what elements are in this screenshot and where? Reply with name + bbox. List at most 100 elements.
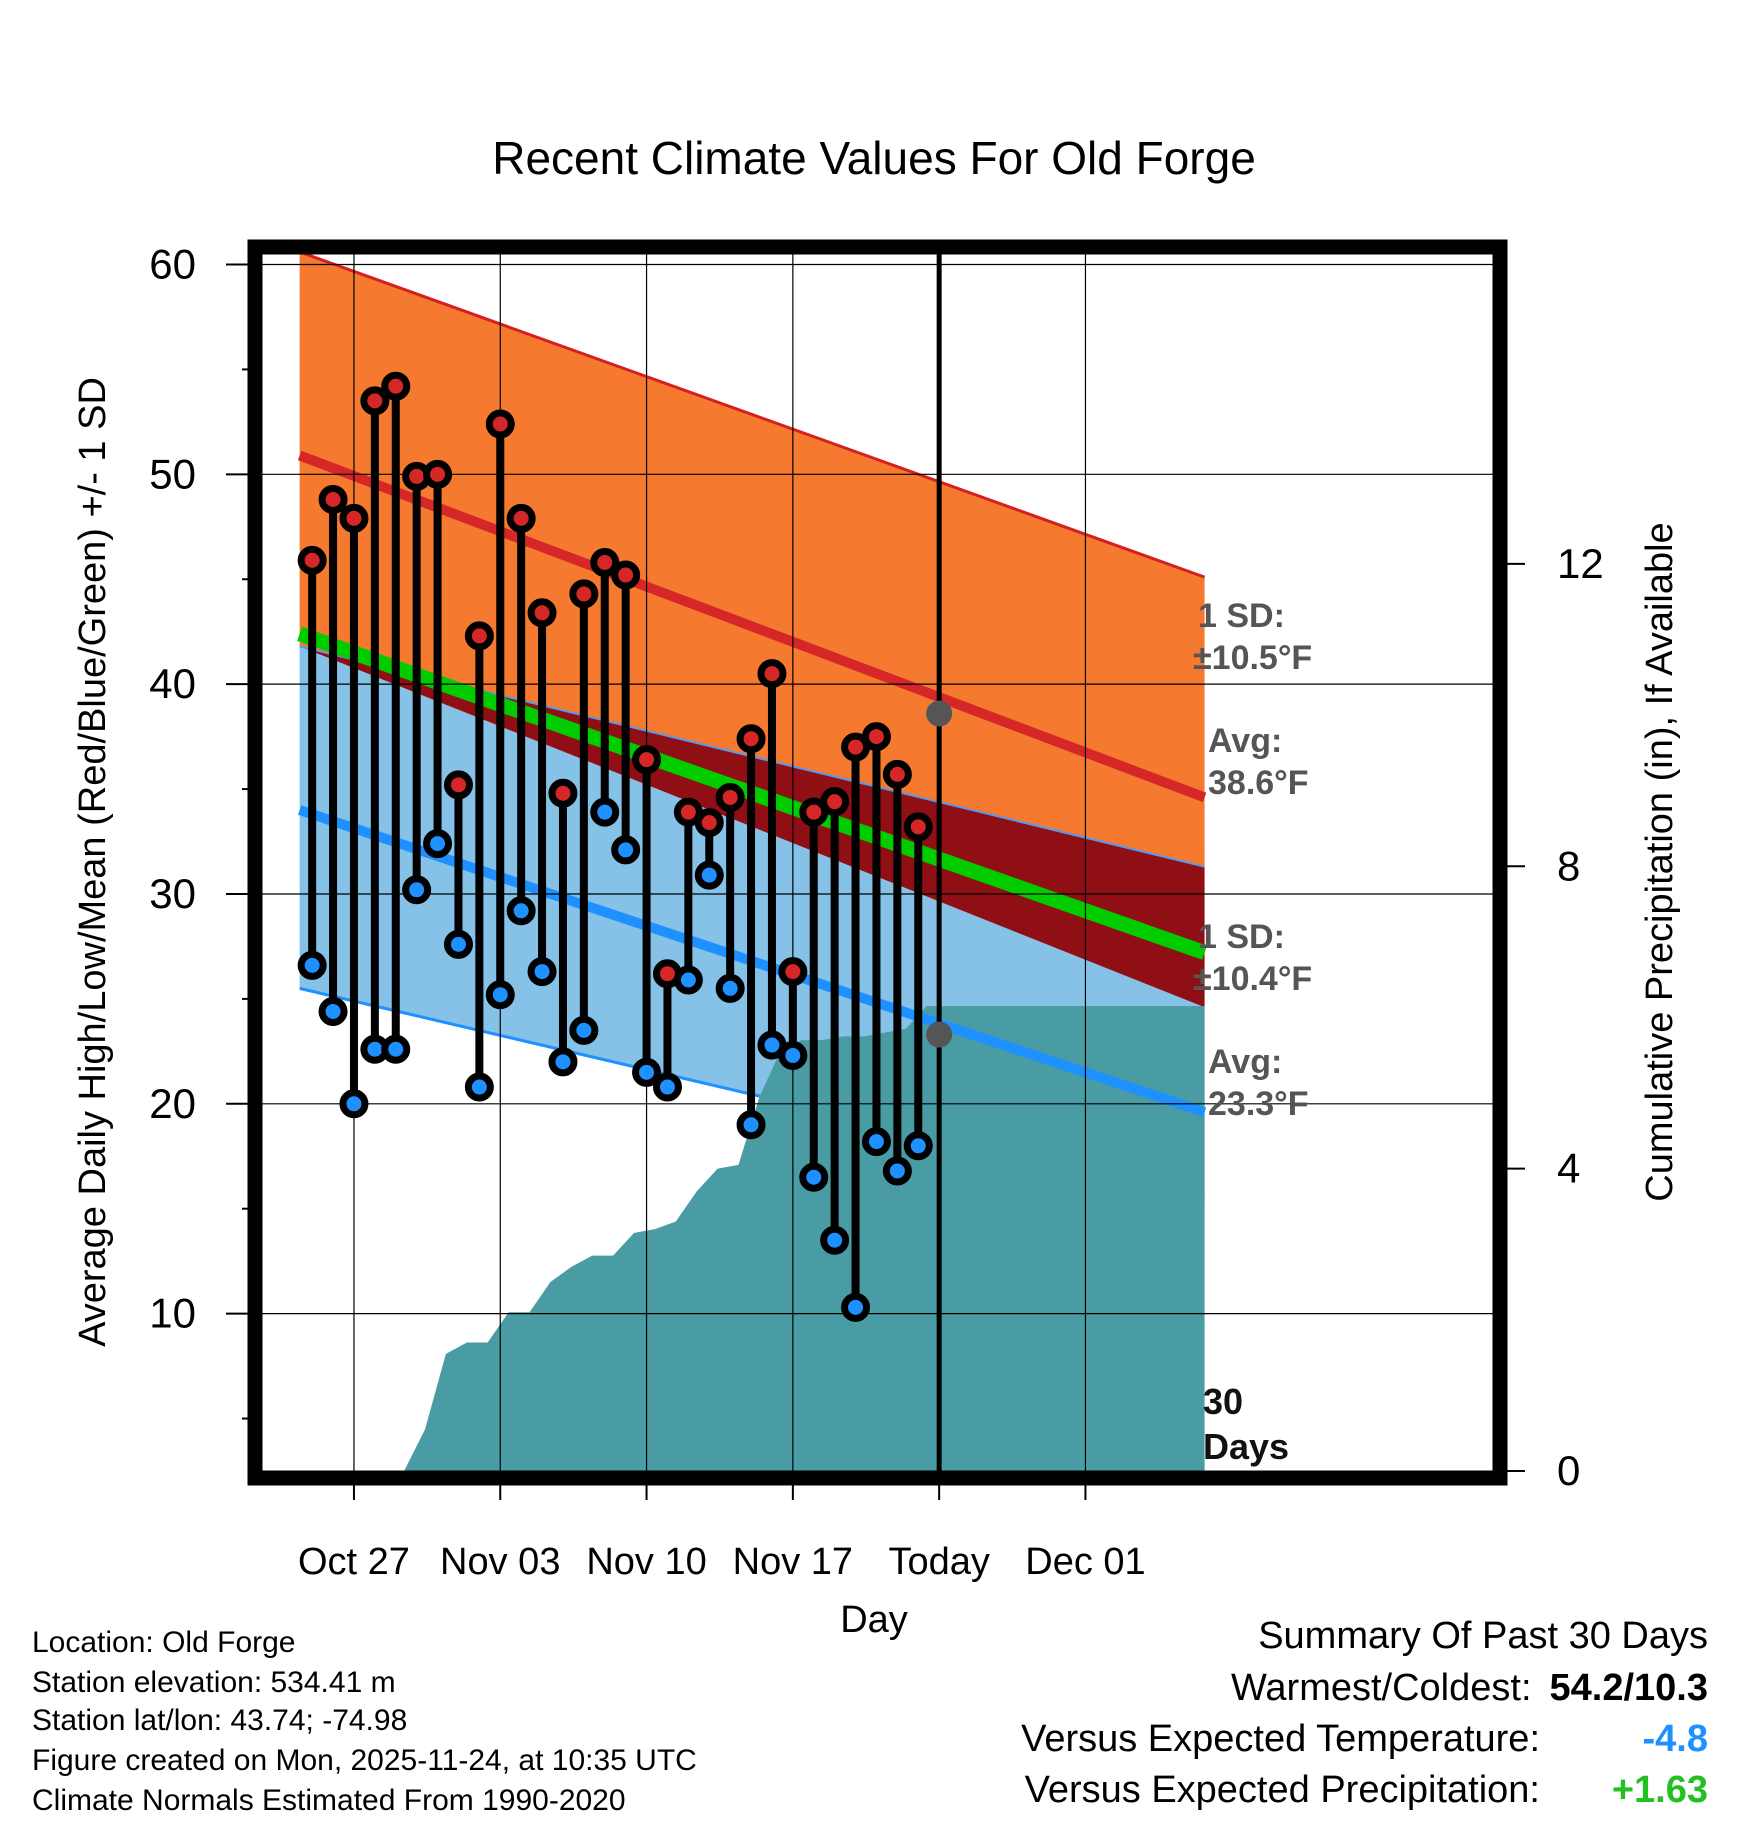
- daily-low-point: [381, 1034, 411, 1064]
- station-elevation: Station elevation: 534.41 m: [32, 1666, 396, 1699]
- daily-low-point: [464, 1072, 494, 1102]
- daily-high-point: [736, 724, 766, 754]
- daily-high-point: [297, 545, 327, 575]
- station-latlon: Station lat/lon: 43.74; -74.98: [32, 1704, 408, 1737]
- daily-low-point: [339, 1089, 369, 1119]
- y2-axis-label: Cumulative Precipitation (in), If Availa…: [1639, 522, 1681, 1201]
- x-tick-label: Today: [888, 1541, 989, 1583]
- daily-high-point: [778, 957, 808, 987]
- daily-low-point: [882, 1156, 912, 1186]
- y2-tick-label: 4: [1557, 1145, 1580, 1192]
- daily-high-point: [632, 745, 662, 775]
- daily-low-point: [297, 950, 327, 980]
- high-avg-value: 38.6°F: [1208, 764, 1309, 802]
- x-tick-label: Oct 27: [298, 1541, 410, 1583]
- daily-low-point: [423, 829, 453, 859]
- y-tick-label: 60: [149, 240, 196, 287]
- y-tick-label: 10: [149, 1290, 196, 1337]
- temperature-label: Versus Expected Temperature:: [1021, 1718, 1540, 1760]
- normal-high-line: [297, 450, 1207, 803]
- daily-low-point: [590, 797, 620, 827]
- low-avg-marker: [926, 1021, 953, 1048]
- daily-low-point: [443, 929, 473, 959]
- y-tick-label: 50: [149, 450, 196, 497]
- x-tick-label: Nov 17: [733, 1541, 853, 1583]
- daily-high-point: [569, 579, 599, 609]
- daily-high-point: [527, 598, 557, 628]
- y-tick-label: 40: [149, 660, 196, 707]
- daily-low-point: [841, 1292, 871, 1322]
- daily-low-point: [485, 980, 515, 1010]
- y-axis-label: Average Daily High/Low/Mean (Red/Blue/Gr…: [72, 377, 114, 1347]
- plot-area: [262, 254, 1493, 1471]
- y-tick-label: 20: [149, 1080, 196, 1127]
- y2-tick-label: 0: [1557, 1447, 1580, 1494]
- daily-high-point: [443, 770, 473, 800]
- summary-precipitation: Versus Expected Precipitation: +1.63: [1025, 1769, 1708, 1812]
- normals-period: Climate Normals Estimated From 1990-2020: [32, 1784, 626, 1817]
- high-upper-line: [301, 254, 1206, 579]
- high-avg-label: Avg:: [1208, 722, 1282, 760]
- daily-high-point: [694, 808, 724, 838]
- warmest-coldest-label: Warmest/Coldest:: [1230, 1667, 1532, 1709]
- today-days-label: Days: [1203, 1426, 1289, 1467]
- daily-high-point: [715, 782, 745, 812]
- daily-high-point: [360, 386, 390, 416]
- temperature-deviation-value: -4.8: [1642, 1718, 1708, 1760]
- plot-frame: [247, 239, 1508, 1486]
- y-tick-label: 30: [149, 870, 196, 917]
- x-tick-label: Dec 01: [1025, 1541, 1145, 1583]
- daily-high-point: [548, 778, 578, 808]
- summary-warmest-coldest: Warmest/Coldest: 54.2/10.3: [1231, 1667, 1708, 1710]
- daily-low-point: [673, 965, 703, 995]
- daily-low-point: [903, 1131, 933, 1161]
- figure-created: Figure created on Mon, 2025-11-24, at 10…: [32, 1744, 697, 1777]
- daily-high-point: [485, 409, 515, 439]
- daily-high-point: [423, 459, 453, 489]
- x-tick-label: Nov 10: [586, 1541, 706, 1583]
- daily-low-point: [820, 1225, 850, 1255]
- summary-heading: Summary Of Past 30 Days: [1258, 1615, 1708, 1657]
- daily-low-point: [569, 1015, 599, 1045]
- precipitation-deviation-value: +1.63: [1611, 1769, 1708, 1811]
- daily-low-point: [318, 996, 348, 1026]
- daily-low-point: [778, 1041, 808, 1071]
- daily-low-point: [715, 973, 745, 1003]
- daily-low-point: [402, 875, 432, 905]
- daily-high-point: [339, 503, 369, 533]
- daily-low-point: [799, 1162, 829, 1192]
- daily-low-point: [548, 1047, 578, 1077]
- daily-low-point: [527, 957, 557, 987]
- low-avg-label: Avg:: [1208, 1043, 1282, 1081]
- station-location: Location: Old Forge: [32, 1626, 296, 1659]
- daily-high-point: [318, 484, 348, 514]
- low-avg-value: 23.3°F: [1208, 1085, 1309, 1123]
- daily-low-point: [611, 835, 641, 865]
- daily-high-point: [611, 560, 641, 590]
- daily-high-point: [861, 722, 891, 752]
- precipitation-label: Versus Expected Precipitation:: [1024, 1769, 1540, 1811]
- high-sd-value: ±10.5°F: [1193, 639, 1312, 677]
- daily-high-point: [590, 547, 620, 577]
- daily-high-point: [820, 787, 850, 817]
- daily-low-point: [632, 1057, 662, 1087]
- today-days-count: 30: [1203, 1381, 1243, 1422]
- daily-low-point: [861, 1127, 891, 1157]
- warmest-coldest-value: 54.2/10.3: [1549, 1667, 1708, 1709]
- x-axis-label: Day: [840, 1599, 908, 1641]
- daily-high-point: [464, 621, 494, 651]
- chart-title: Recent Climate Values For Old Forge: [492, 132, 1256, 184]
- daily-high-point: [882, 759, 912, 789]
- high-sd-label: 1 SD:: [1198, 597, 1285, 635]
- summary-temperature: Versus Expected Temperature: -4.8: [1021, 1718, 1708, 1761]
- daily-low-point: [736, 1110, 766, 1140]
- daily-low-point: [506, 896, 536, 926]
- daily-high-point: [757, 659, 787, 689]
- high-avg-marker: [926, 700, 953, 727]
- low-sd-label: 1 SD:: [1198, 918, 1285, 956]
- y2-tick-label: 8: [1557, 842, 1580, 889]
- daily-high-point: [381, 371, 411, 401]
- low-sd-value: ±10.4°F: [1193, 960, 1312, 998]
- daily-high-point: [903, 812, 933, 842]
